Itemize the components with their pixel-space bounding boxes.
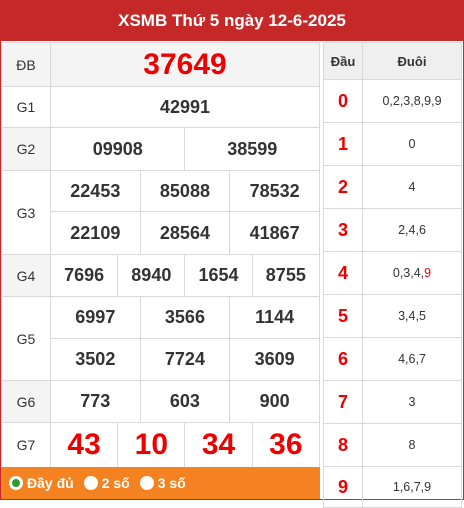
prize-number: 773 — [50, 380, 141, 423]
prize-number: 38599 — [184, 127, 320, 171]
digit-filter-bar: Đầy đủ 2 số 3 số — [1, 467, 320, 499]
radio-icon[interactable] — [83, 476, 98, 490]
dau-digit: 2 — [323, 165, 363, 209]
filter-option-2-digits[interactable]: 2 số — [83, 475, 130, 491]
prize-number: 6997 — [50, 296, 141, 339]
prize-number: 1654 — [184, 254, 253, 297]
duoi-digits: 4 — [362, 165, 462, 209]
duoi-digits: 0,3,4,9 — [362, 251, 462, 295]
prize-number: 22453 — [50, 170, 141, 212]
prize-number: 7724 — [139, 338, 231, 381]
filter-option-3-digits[interactable]: 3 số — [139, 475, 186, 491]
prize-number: 8940 — [117, 254, 186, 297]
dau-digit: 9 — [323, 466, 363, 508]
duoi-digits: 3,4,5 — [362, 294, 462, 338]
prize-label-g5: G5 — [1, 296, 51, 381]
prize-number: 85088 — [139, 170, 231, 212]
prize-number: 1144 — [229, 296, 320, 339]
duoi-digits: 2,4,6 — [362, 208, 462, 252]
prize-number: 7696 — [49, 254, 119, 297]
prize-number: 09908 — [49, 127, 186, 171]
duoi-digits: 0,2,3,8,9,9 — [362, 79, 462, 123]
dau-digit: 8 — [323, 423, 363, 467]
radio-icon[interactable] — [139, 476, 154, 490]
duoi-digits: 0 — [362, 122, 462, 166]
prize-label-db: ĐB — [1, 42, 51, 87]
dau-digit: 7 — [323, 380, 363, 424]
prize-label-g7: G7 — [1, 422, 51, 468]
dau-digit: 0 — [323, 79, 363, 123]
dau-digit: 5 — [323, 294, 363, 338]
prize-number: 42991 — [50, 86, 320, 128]
prize-number: 78532 — [229, 170, 320, 212]
special-prize-number: 37649 — [50, 42, 320, 87]
prize-number: 3502 — [50, 338, 141, 381]
prize-label-g3: G3 — [1, 170, 51, 255]
prize-label-g6: G6 — [1, 380, 51, 423]
prize-number: 8755 — [251, 254, 321, 297]
prize-number: 603 — [139, 380, 231, 423]
filter-option-full[interactable]: Đầy đủ — [9, 475, 74, 491]
prize-label-g4: G4 — [1, 254, 51, 297]
prize-number: 3609 — [229, 338, 320, 381]
duoi-digits: 1,6,7,9 — [362, 466, 462, 508]
prize-number-g7: 43 — [49, 422, 119, 468]
duoi-digits: 3 — [362, 380, 462, 424]
prize-number: 900 — [229, 380, 320, 423]
prize-number-g7: 10 — [117, 422, 186, 468]
filter-option-label: 2 số — [101, 475, 130, 491]
radio-checked-icon[interactable] — [9, 476, 23, 490]
prize-number-g7: 34 — [184, 422, 253, 468]
prize-number: 22109 — [50, 211, 141, 255]
prize-label-g2: G2 — [1, 127, 51, 171]
special-prize-tail: 9 — [424, 266, 432, 280]
duoi-digits: 4,6,7 — [362, 337, 462, 381]
prize-table: ĐB 37649 G1 42991 G2 09908 38599 G3 2245… — [1, 42, 321, 468]
page-title: XSMB Thứ 5 ngày 12-6-2025 — [1, 1, 463, 41]
header-dau: Đầu — [323, 42, 363, 80]
prize-number: 3566 — [139, 296, 231, 339]
dau-digit: 4 — [323, 251, 363, 295]
dau-digit: 3 — [323, 208, 363, 252]
duoi-digits: 8 — [362, 423, 462, 467]
prize-label-g1: G1 — [1, 86, 51, 128]
prize-number: 28564 — [139, 211, 231, 255]
header-duoi: Đuôi — [362, 42, 462, 80]
dau-digit: 1 — [323, 122, 363, 166]
filter-option-label: Đầy đủ — [27, 475, 74, 491]
dau-digit: 6 — [323, 337, 363, 381]
prize-number-g7: 36 — [251, 422, 321, 468]
filter-option-label: 3 số — [157, 475, 186, 491]
prize-number: 41867 — [229, 211, 320, 255]
